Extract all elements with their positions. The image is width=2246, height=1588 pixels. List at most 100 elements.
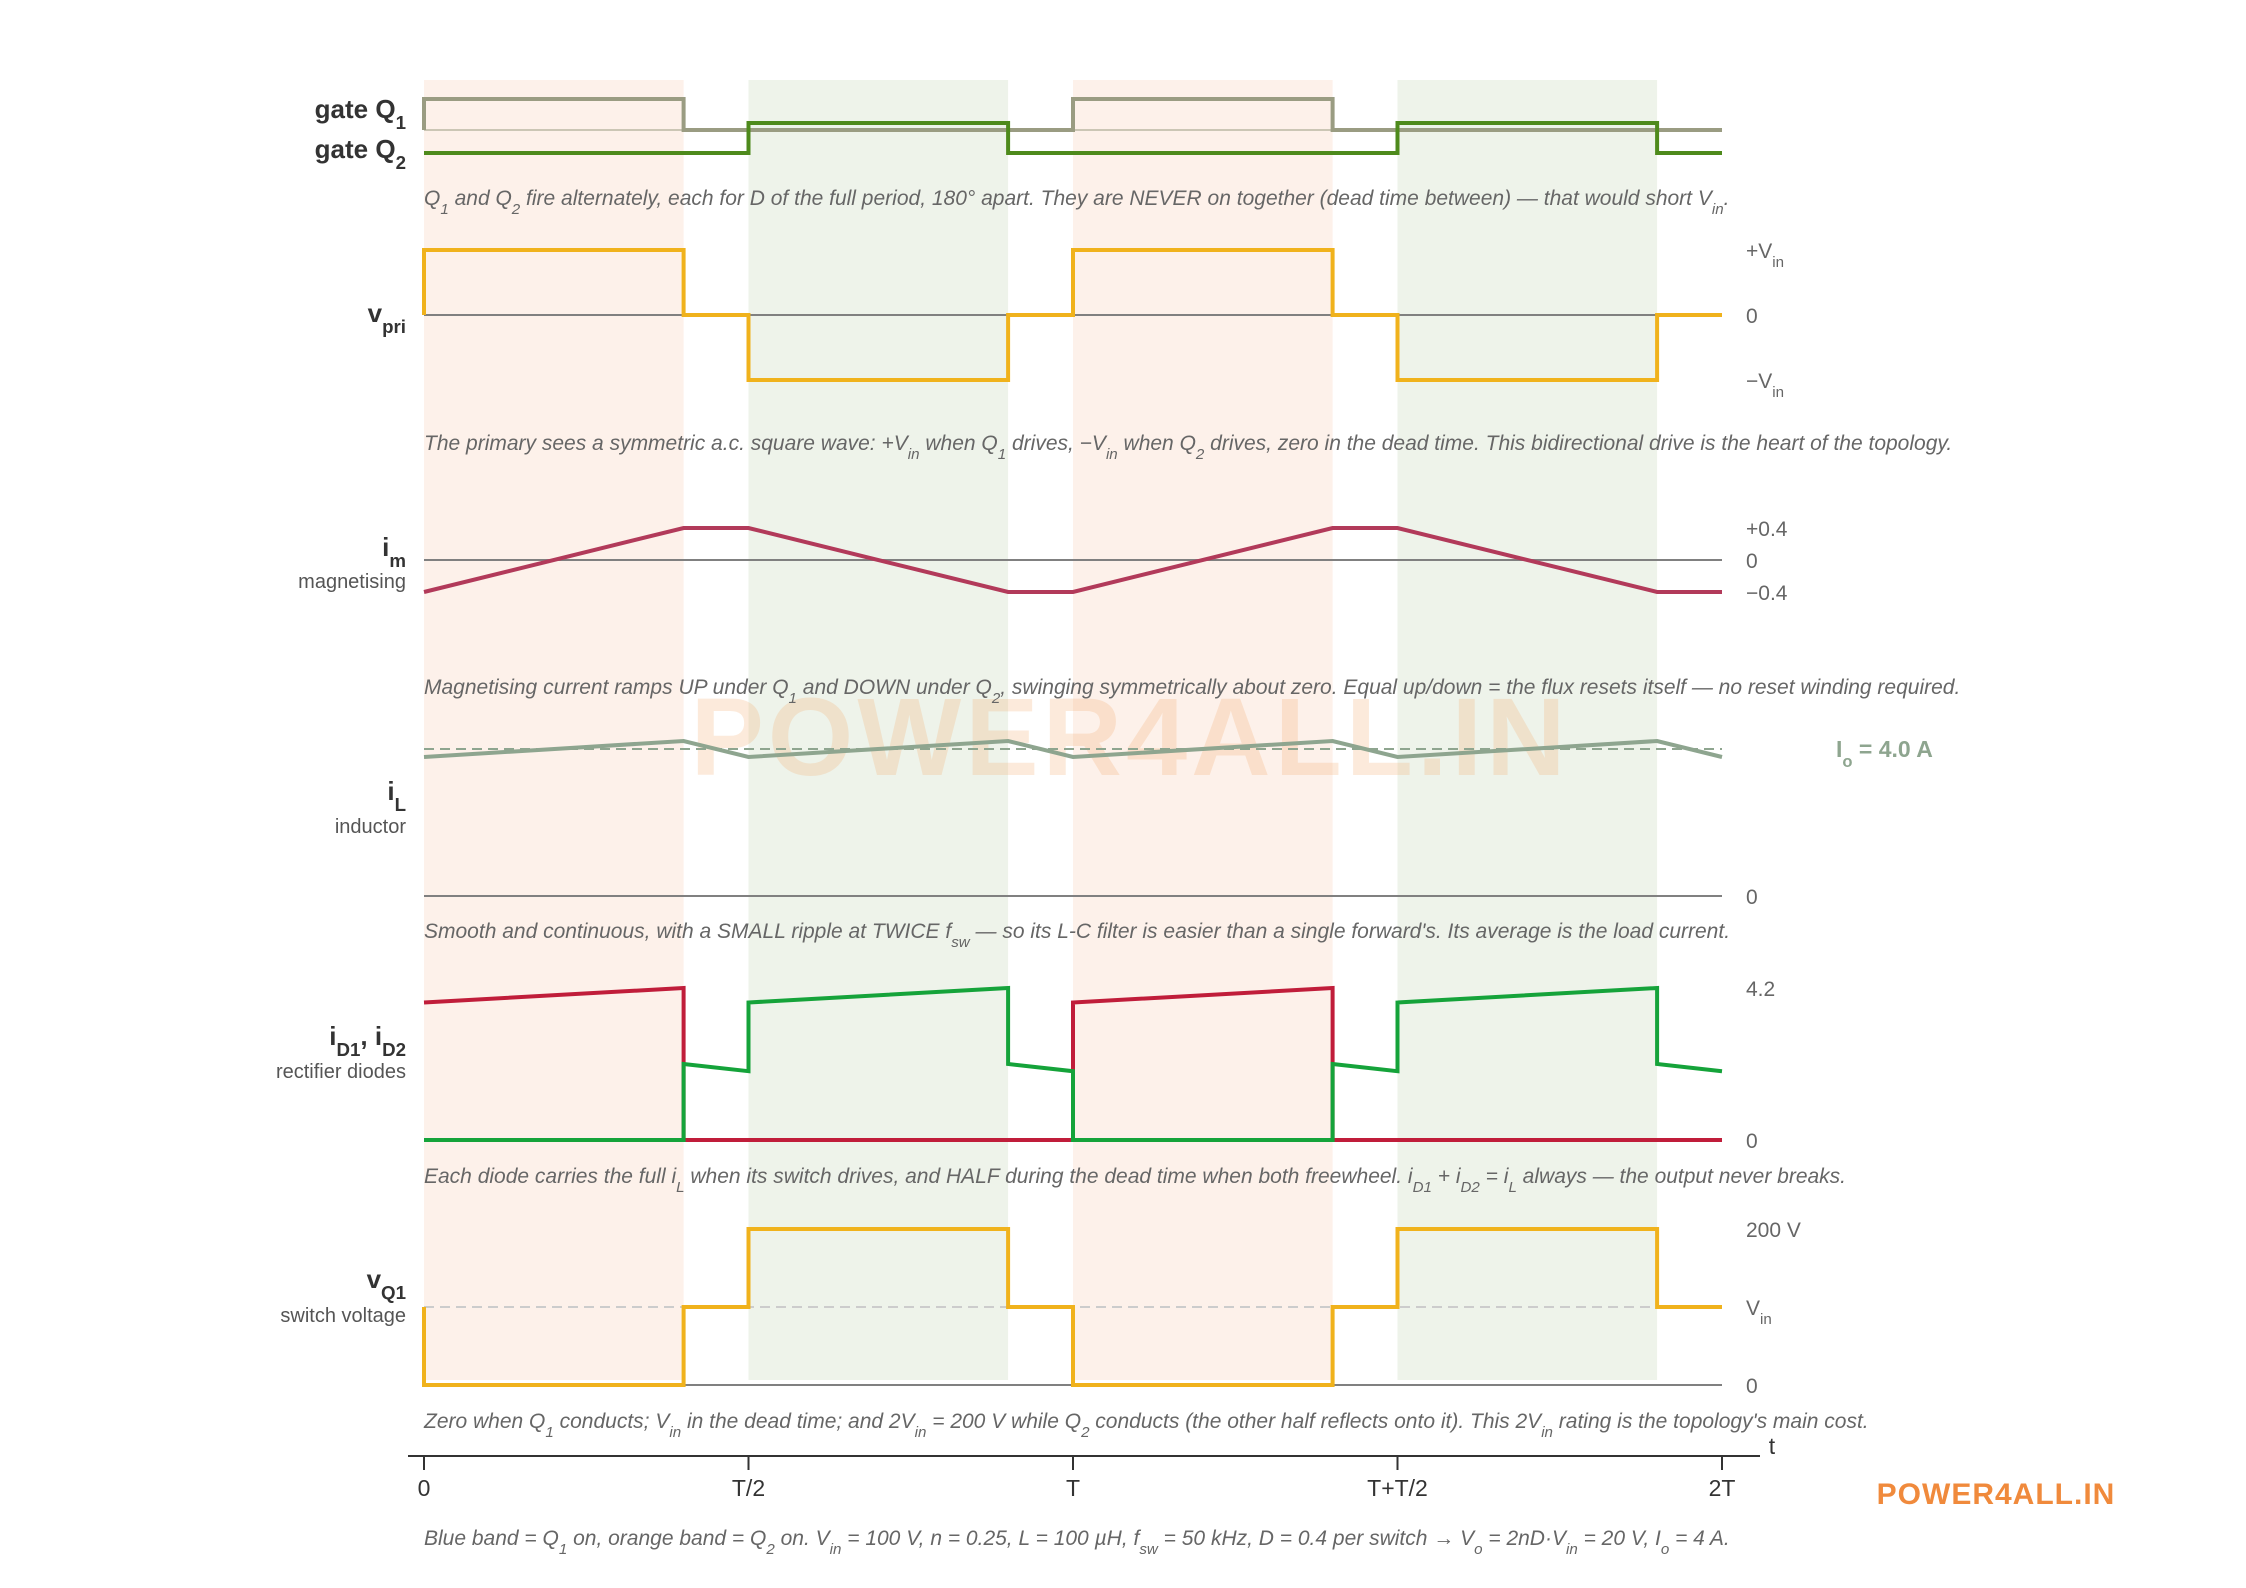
caption-footer-part: = 20 V, I	[1578, 1527, 1661, 1550]
iL-label-part: i	[387, 776, 394, 806]
iD-tick-1-part: 0	[1746, 1130, 1758, 1153]
time-axis-tick-label: 2T	[1709, 1475, 1736, 1501]
brand-logo: POWER4ALL.IN	[1877, 1478, 2116, 1511]
vpri-tick-1: 0	[1746, 305, 1758, 328]
caption-footer-part: o	[1474, 1541, 1482, 1558]
vpri-label-part: pri	[382, 316, 406, 337]
caption-vpri-part: The primary sees a symmetric a.c. square…	[424, 432, 910, 455]
caption-iL-part: sw	[951, 934, 971, 951]
caption-vq1-part: in	[915, 1424, 927, 1441]
band-q1-on	[1073, 80, 1333, 1380]
caption-iD-part: D1	[1413, 1179, 1432, 1196]
time-axis-tick-label: T/2	[732, 1475, 765, 1501]
im-label: im	[382, 532, 406, 571]
time-axis-tick-label: T+T/2	[1367, 1475, 1428, 1501]
vpri-tick-0-part: in	[1772, 254, 1784, 271]
im-tick-2: −0.4	[1746, 582, 1788, 605]
caption-iL-part: Smooth and continuous, with a SMALL ripp…	[424, 920, 953, 943]
iD-label-part: , i	[360, 1021, 382, 1051]
iL-tick-0-part: 0	[1746, 886, 1758, 909]
caption-footer-part: on. V	[775, 1527, 832, 1550]
caption-gates-part: Q	[424, 187, 440, 210]
caption-iD-part: always — the output never breaks.	[1517, 1165, 1846, 1188]
caption-vpri-part: in	[908, 446, 920, 463]
caption-vq1-part: = 200 V while Q	[926, 1410, 1081, 1433]
im-desc: magnetising	[298, 571, 406, 593]
iL-label-part: L	[395, 794, 406, 815]
caption-vq1-part: conducts (the other half reflects onto i…	[1089, 1410, 1543, 1433]
caption-footer-part: Blue band = Q	[424, 1527, 559, 1550]
band-q2-on	[748, 80, 1009, 1380]
caption-vq1-part: 2	[1080, 1424, 1090, 1441]
caption-footer-part: in	[830, 1541, 842, 1558]
caption-iD-part: L	[1508, 1179, 1516, 1196]
iL-trace	[423, 738, 1723, 760]
iL-desc: inductor	[335, 816, 406, 838]
watermark: POWER4ALL.IN	[690, 676, 1569, 799]
caption-footer-part: 2	[765, 1541, 775, 1558]
im-label-part: m	[389, 550, 406, 571]
vpri-label: vpri	[368, 298, 406, 337]
gate-q1-trace	[422, 97, 1722, 132]
vq1-tick-2: 0	[1746, 1375, 1758, 1398]
caption-footer-part: = 2nD·V	[1483, 1527, 1568, 1550]
caption-vpri-part: drives, zero in the dead time. This bidi…	[1204, 432, 1952, 455]
iL-io-label: Io = 4.0 A	[1836, 736, 1933, 771]
vpri-label-part: v	[368, 298, 383, 328]
caption-gates: Q1 and Q2 fire alternately, each for D o…	[424, 187, 1729, 218]
caption-im-part: and DOWN under Q	[797, 676, 992, 699]
time-axis-label: t	[1769, 1433, 1776, 1459]
iD-desc: rectifier diodes	[276, 1061, 406, 1083]
caption-iD-part: L	[676, 1179, 684, 1196]
vpri-tick-2: −Vin	[1746, 370, 1784, 401]
gate-q2-label: gate Q2	[315, 134, 406, 173]
caption-vpri-part: in	[1106, 446, 1118, 463]
iL-io-label-part: I	[1836, 736, 1842, 762]
caption-gates-part: .	[1724, 187, 1730, 210]
vq1-label-part: v	[367, 1264, 382, 1294]
caption-iL: Smooth and continuous, with a SMALL ripp…	[424, 920, 1730, 951]
im-trace	[423, 526, 1722, 594]
caption-gates-part: and Q	[449, 187, 512, 210]
vq1-desc: switch voltage	[280, 1305, 406, 1327]
caption-vq1-part: rating is the topology's main cost.	[1553, 1410, 1869, 1433]
gate-q2-label-part: gate Q	[315, 134, 396, 164]
caption-gates-part: fire alternately, each for D of the full…	[520, 187, 1714, 210]
caption-footer-part: o	[1661, 1541, 1669, 1558]
caption-footer-part: = 100 V, n = 0.25, L = 100 µH, f	[841, 1527, 1141, 1550]
caption-vpri-part: when Q	[920, 432, 998, 455]
band-q1-on	[424, 80, 684, 1380]
caption-gates-part: 2	[511, 201, 521, 218]
time-axis-tick-label: 0	[418, 1475, 431, 1501]
time-axis-tick-label: T	[1066, 1475, 1080, 1501]
iD2-trace	[424, 985, 1723, 1142]
gate-q1-label-part: 1	[396, 112, 406, 133]
vq1-tick-1: Vin	[1746, 1297, 1772, 1328]
iD-label-part: D2	[382, 1039, 406, 1060]
time-axis: 0 T/2 T T+T/2 2T t Blue band = Q1 on, orange b…	[408, 1433, 1776, 1558]
caption-footer: Blue band = Q1 on, orange band = Q2 on. …	[424, 1527, 1730, 1558]
caption-iD: Each diode carries the full iL when its …	[424, 1165, 1846, 1196]
vpri-tick-0: +Vin	[1746, 240, 1784, 271]
im-tick-0-part: +0.4	[1746, 518, 1788, 541]
caption-iD-part: D2	[1461, 1179, 1481, 1196]
vq1-tick-1-part: V	[1746, 1297, 1760, 1320]
caption-iD-part: Each diode carries the full i	[424, 1165, 677, 1188]
caption-iD-part: when its switch drives, and HALF during …	[685, 1165, 1414, 1188]
caption-vq1-part: 1	[545, 1424, 553, 1441]
vpri-tick-2-part: in	[1772, 384, 1784, 401]
caption-vq1-part: in	[669, 1424, 681, 1441]
gate-q1-label: gate Q1	[315, 94, 406, 133]
caption-vpri-part: when Q	[1118, 432, 1196, 455]
caption-vq1-part: in the dead time; and 2V	[681, 1410, 916, 1433]
caption-footer-part: = 4 A.	[1669, 1527, 1730, 1550]
iL-io-label-part: = 4.0 A	[1853, 736, 1933, 762]
im-tick-1: 0	[1746, 550, 1758, 573]
iD-tick-1: 0	[1746, 1130, 1758, 1153]
vq1-tick-0: 200 V	[1746, 1219, 1801, 1242]
vq1-tick-1-part: in	[1760, 1311, 1772, 1328]
